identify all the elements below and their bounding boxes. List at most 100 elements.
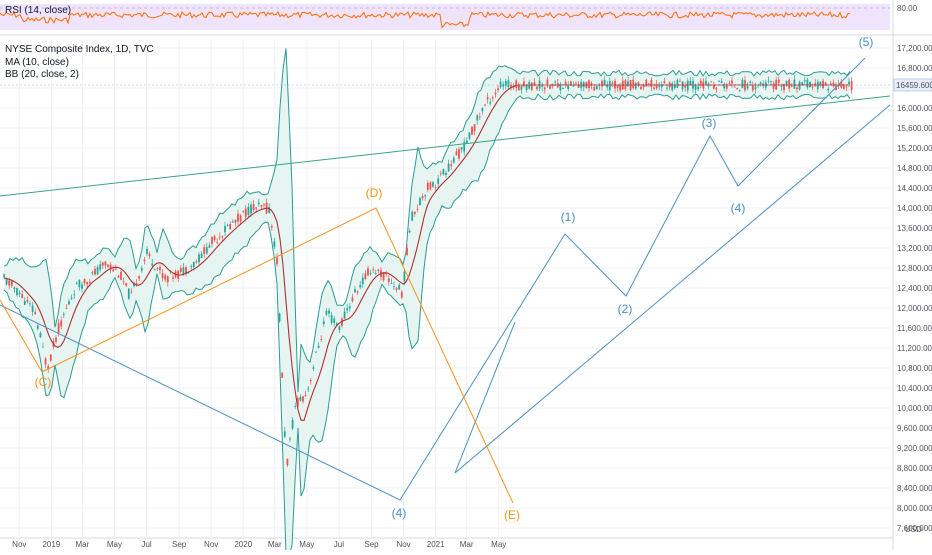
candle-body — [273, 241, 276, 247]
x-tick-label: 2019 — [42, 540, 60, 549]
candle-body — [606, 84, 609, 88]
candle-body — [276, 257, 278, 265]
candle-body — [330, 315, 333, 323]
candle-body — [364, 273, 367, 280]
candle-body — [55, 337, 57, 342]
wave-label: (4) — [392, 506, 407, 520]
candle-body — [637, 82, 640, 85]
candle-body — [153, 268, 156, 270]
wave-label: (E) — [504, 508, 520, 522]
candle-body — [827, 88, 830, 91]
y-tick-label: 12,400.000 — [897, 284, 932, 293]
candle-body — [793, 79, 796, 89]
candle-body — [429, 182, 432, 190]
candle-body — [190, 266, 193, 267]
orange-wave-line — [0, 207, 514, 504]
candle-body — [403, 271, 406, 282]
candle-body — [530, 82, 533, 91]
candle-body — [822, 80, 824, 89]
candle-body — [603, 79, 606, 86]
candle-body — [75, 282, 78, 284]
candle-body — [117, 275, 120, 278]
candle-body — [101, 262, 104, 266]
candle-body — [801, 82, 804, 85]
candle-body — [47, 366, 50, 370]
candle-body — [611, 82, 614, 84]
candle-body — [686, 80, 689, 91]
candle-body — [156, 268, 159, 270]
candle-body — [445, 172, 447, 175]
x-tick-label: Mar — [75, 540, 89, 549]
candle-body — [369, 272, 372, 275]
candle-body — [112, 269, 115, 272]
candle-body — [424, 195, 427, 197]
candle-body — [416, 208, 419, 210]
candle-body — [289, 438, 291, 440]
candle-body — [476, 115, 479, 121]
candle-body — [374, 273, 377, 274]
candle-body — [86, 282, 89, 285]
candle-body — [390, 282, 393, 284]
candle-body — [473, 124, 476, 132]
candle-body — [278, 313, 281, 322]
candle-body — [255, 207, 258, 209]
candle-body — [73, 294, 76, 296]
candle-body — [777, 79, 780, 83]
y-tick-label: 15,200.000 — [897, 144, 932, 153]
candle-body — [242, 210, 245, 212]
candle-body — [411, 211, 414, 221]
candle-body — [94, 268, 96, 275]
y-tick-label: 7,600.000 — [897, 524, 932, 533]
candle-body — [850, 81, 853, 91]
candle-body — [205, 247, 208, 254]
candle-body — [291, 419, 294, 429]
candle-body — [361, 277, 364, 285]
candle-body — [694, 85, 697, 90]
candle-body — [432, 182, 434, 187]
candle-body — [593, 86, 596, 91]
candle-body — [270, 226, 273, 228]
candle-body — [187, 272, 190, 274]
candle-body — [221, 236, 224, 238]
x-tick-label: 2021 — [427, 540, 445, 549]
candle-body — [634, 82, 637, 89]
candle-body — [486, 97, 489, 100]
candle-body — [842, 85, 845, 90]
candle-body — [96, 267, 99, 275]
candle-body — [195, 261, 198, 263]
candle-body — [244, 208, 247, 217]
candle-body — [497, 88, 499, 91]
x-tick-label: May — [299, 540, 314, 549]
green-trendline — [0, 95, 891, 197]
candle-body — [203, 247, 206, 255]
wave-label: (C) — [35, 375, 52, 389]
candle-body — [658, 85, 661, 88]
candle-body — [252, 204, 255, 211]
candle-body — [104, 261, 107, 266]
candle-body — [260, 205, 263, 207]
candle-body — [413, 211, 416, 214]
candle-body — [164, 275, 167, 280]
candle-body — [229, 223, 232, 230]
last-price-tag — [893, 78, 932, 92]
candle-body — [3, 274, 5, 278]
candle-body — [543, 87, 546, 90]
candle-body — [655, 83, 658, 89]
candle-body — [356, 291, 359, 293]
candle-body — [216, 241, 219, 243]
candle-body — [317, 345, 320, 348]
candle-body — [346, 308, 349, 311]
candle-body — [520, 86, 523, 90]
candle-body — [533, 82, 536, 86]
candle-body — [57, 323, 60, 333]
candle-body — [281, 372, 284, 378]
candle-body — [10, 281, 13, 286]
candle-body — [239, 215, 242, 222]
candle-body — [653, 87, 655, 89]
candle-body — [507, 80, 510, 88]
x-tick-label: Jul — [334, 540, 344, 549]
candle-body — [81, 284, 83, 289]
candle-body — [13, 287, 16, 290]
